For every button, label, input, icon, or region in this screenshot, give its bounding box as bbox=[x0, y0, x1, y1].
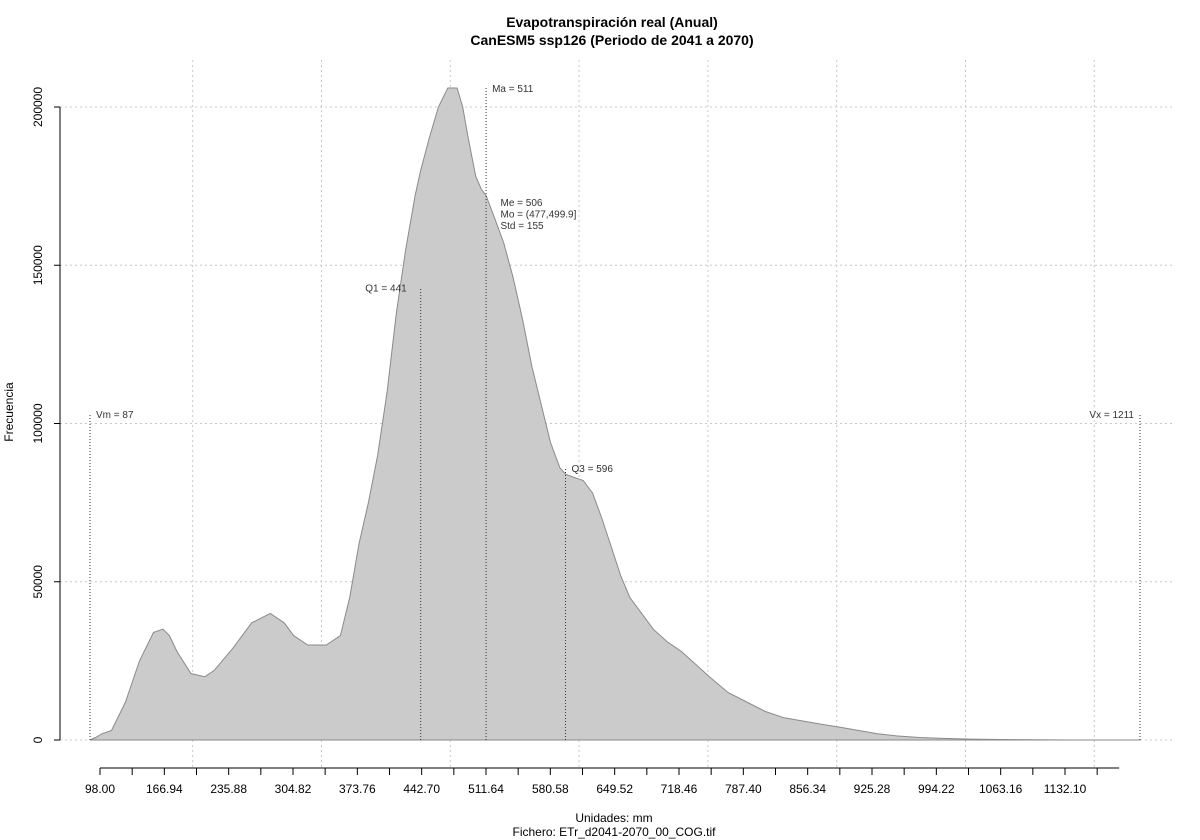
x-tick-label: 718.46 bbox=[661, 782, 698, 796]
annotations: Vm = 87 Q1 = 441 Ma = 511 Q3 = 596 Vx = 1211… bbox=[89, 84, 1141, 740]
y-axis-label: Frecuencia bbox=[2, 382, 16, 442]
stats-label: Std = 155 bbox=[500, 221, 544, 232]
density-area bbox=[89, 87, 1140, 741]
plot-area bbox=[89, 87, 1140, 741]
file-caption: Fichero: ETr_d2041-2070_00_COG.tif bbox=[513, 825, 717, 839]
x-tick-label: 856.34 bbox=[789, 782, 826, 796]
chart-title: Evapotranspiración real (Anual) bbox=[506, 14, 718, 30]
chart-subtitle: CanESM5 ssp126 (Periodo de 2041 a 2070) bbox=[470, 32, 753, 48]
y-tick-label: 150000 bbox=[31, 245, 45, 285]
annotation-label: Q3 = 596 bbox=[571, 464, 613, 475]
x-axis-label: Unidades: mm bbox=[575, 811, 652, 825]
annotation-label: Q1 = 441 bbox=[365, 283, 407, 294]
y-axis: 0 50000 100000 150000 200000 bbox=[31, 87, 61, 743]
x-tick-label: 580.58 bbox=[532, 782, 569, 796]
stats-label: Mo = (477,499.9] bbox=[500, 210, 576, 221]
x-tick-label: 235.88 bbox=[210, 782, 247, 796]
y-tick-label: 50000 bbox=[31, 565, 45, 599]
x-tick-label: 994.22 bbox=[918, 782, 955, 796]
x-tick-label: 787.40 bbox=[725, 782, 762, 796]
stats-label: Me = 506 bbox=[500, 198, 542, 209]
x-tick-label: 304.82 bbox=[275, 782, 312, 796]
y-tick-label: 200000 bbox=[31, 87, 45, 127]
x-tick-label: 1063.16 bbox=[979, 782, 1023, 796]
x-tick-label: 925.28 bbox=[854, 782, 891, 796]
annotation-label: Ma = 511 bbox=[492, 84, 534, 95]
x-tick-label: 166.94 bbox=[146, 782, 183, 796]
y-tick-label: 0 bbox=[31, 736, 45, 743]
x-tick-label: 1132.10 bbox=[1044, 782, 1087, 796]
y-tick-label: 100000 bbox=[31, 403, 45, 443]
x-tick-label: 98.00 bbox=[85, 782, 115, 796]
x-tick-label: 649.52 bbox=[596, 782, 633, 796]
annotation-label: Vx = 1211 bbox=[1089, 410, 1134, 421]
x-tick-label: 442.70 bbox=[403, 782, 440, 796]
x-tick-label: 511.64 bbox=[468, 782, 504, 796]
x-axis: 98.00 166.94 235.88 304.82 373.76 442.70 511.6… bbox=[85, 767, 1120, 796]
x-tick-label: 373.76 bbox=[339, 782, 376, 796]
annotation-label: Vm = 87 bbox=[96, 410, 134, 421]
